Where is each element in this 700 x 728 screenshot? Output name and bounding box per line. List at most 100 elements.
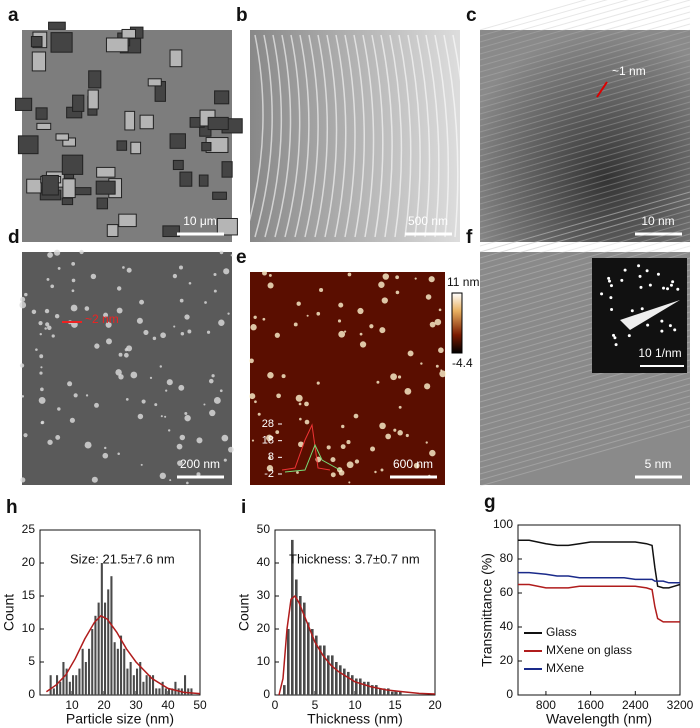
particle bbox=[180, 332, 185, 336]
bar bbox=[375, 685, 378, 695]
particle bbox=[398, 405, 402, 409]
particle bbox=[413, 462, 420, 469]
particle bbox=[176, 443, 183, 450]
particle bbox=[46, 277, 50, 281]
crystal bbox=[214, 90, 230, 105]
colorbar-max: 11 nm bbox=[447, 275, 479, 289]
particle bbox=[395, 275, 399, 280]
bar bbox=[123, 648, 126, 695]
particle bbox=[316, 311, 321, 316]
lattice bbox=[479, 0, 587, 31]
lattice bbox=[479, 227, 691, 289]
particle bbox=[341, 424, 345, 429]
bar bbox=[78, 668, 81, 695]
crystal bbox=[95, 180, 116, 195]
crystal bbox=[116, 140, 128, 151]
particle bbox=[251, 439, 255, 442]
spot bbox=[646, 323, 650, 327]
particle bbox=[425, 441, 428, 444]
bar bbox=[383, 688, 386, 695]
y-tick-label: 20 bbox=[22, 555, 36, 569]
particle bbox=[346, 440, 351, 445]
particle bbox=[123, 352, 129, 358]
bar bbox=[190, 688, 193, 695]
particle bbox=[267, 282, 274, 289]
particle bbox=[45, 322, 50, 327]
lattice bbox=[479, 77, 691, 139]
bar bbox=[52, 688, 55, 695]
bar bbox=[359, 678, 362, 695]
crystal bbox=[169, 49, 183, 68]
x-tick-label: 800 bbox=[536, 698, 556, 712]
bar bbox=[363, 681, 366, 695]
spot bbox=[668, 324, 672, 328]
flake bbox=[407, 34, 421, 238]
particle bbox=[179, 298, 184, 303]
particle bbox=[154, 403, 158, 407]
lattice bbox=[479, 221, 691, 283]
particle bbox=[262, 317, 266, 321]
y-axis-label: Count bbox=[1, 594, 17, 631]
lattice bbox=[479, 23, 691, 85]
particle bbox=[104, 446, 107, 450]
lattice bbox=[479, 233, 691, 295]
particle bbox=[159, 472, 167, 480]
particle bbox=[319, 287, 324, 293]
crystal bbox=[30, 35, 43, 48]
spot bbox=[669, 283, 673, 287]
x-tick-label: 5 bbox=[312, 698, 319, 712]
bar bbox=[81, 648, 84, 695]
particle bbox=[40, 366, 43, 369]
particle bbox=[209, 409, 216, 417]
crystal bbox=[41, 174, 59, 196]
particle bbox=[69, 417, 75, 423]
lattice bbox=[479, 83, 691, 145]
flake bbox=[244, 34, 264, 238]
particle bbox=[160, 332, 166, 339]
particle bbox=[295, 394, 303, 402]
spot bbox=[627, 334, 631, 338]
particle bbox=[118, 352, 123, 357]
particle bbox=[173, 325, 176, 328]
x-tick-label: 40 bbox=[161, 698, 175, 712]
flake bbox=[461, 34, 478, 238]
particle bbox=[434, 318, 442, 326]
spot bbox=[630, 309, 634, 313]
bar bbox=[323, 645, 326, 695]
bar bbox=[126, 668, 129, 695]
x-tick-label: 0 bbox=[272, 698, 279, 712]
bar bbox=[303, 602, 306, 695]
particle bbox=[425, 294, 432, 300]
lattice bbox=[479, 371, 691, 433]
lattice bbox=[479, 239, 691, 301]
crystal bbox=[35, 107, 48, 120]
particle bbox=[257, 412, 261, 416]
lattice bbox=[479, 215, 691, 277]
particle bbox=[227, 312, 230, 315]
x-tick-label: 1600 bbox=[577, 698, 604, 712]
particle bbox=[178, 265, 183, 270]
lattice bbox=[479, 89, 691, 151]
particle bbox=[274, 332, 280, 338]
flake bbox=[294, 34, 310, 238]
bar bbox=[68, 681, 71, 695]
lattice bbox=[479, 131, 691, 193]
panel-label: i bbox=[241, 497, 246, 518]
bar bbox=[287, 629, 290, 695]
spot bbox=[637, 264, 641, 268]
spot bbox=[620, 278, 624, 282]
particle bbox=[178, 384, 185, 391]
particle bbox=[228, 446, 234, 453]
particle bbox=[266, 434, 273, 442]
particle bbox=[136, 317, 143, 324]
lattice bbox=[479, 185, 691, 247]
particle bbox=[266, 465, 274, 472]
particle bbox=[211, 374, 215, 378]
particle bbox=[54, 313, 60, 319]
particle bbox=[102, 452, 109, 459]
fit-curve bbox=[278, 594, 436, 696]
flake bbox=[314, 34, 329, 238]
particle bbox=[38, 396, 46, 404]
flake bbox=[353, 34, 365, 238]
bar bbox=[148, 675, 151, 695]
